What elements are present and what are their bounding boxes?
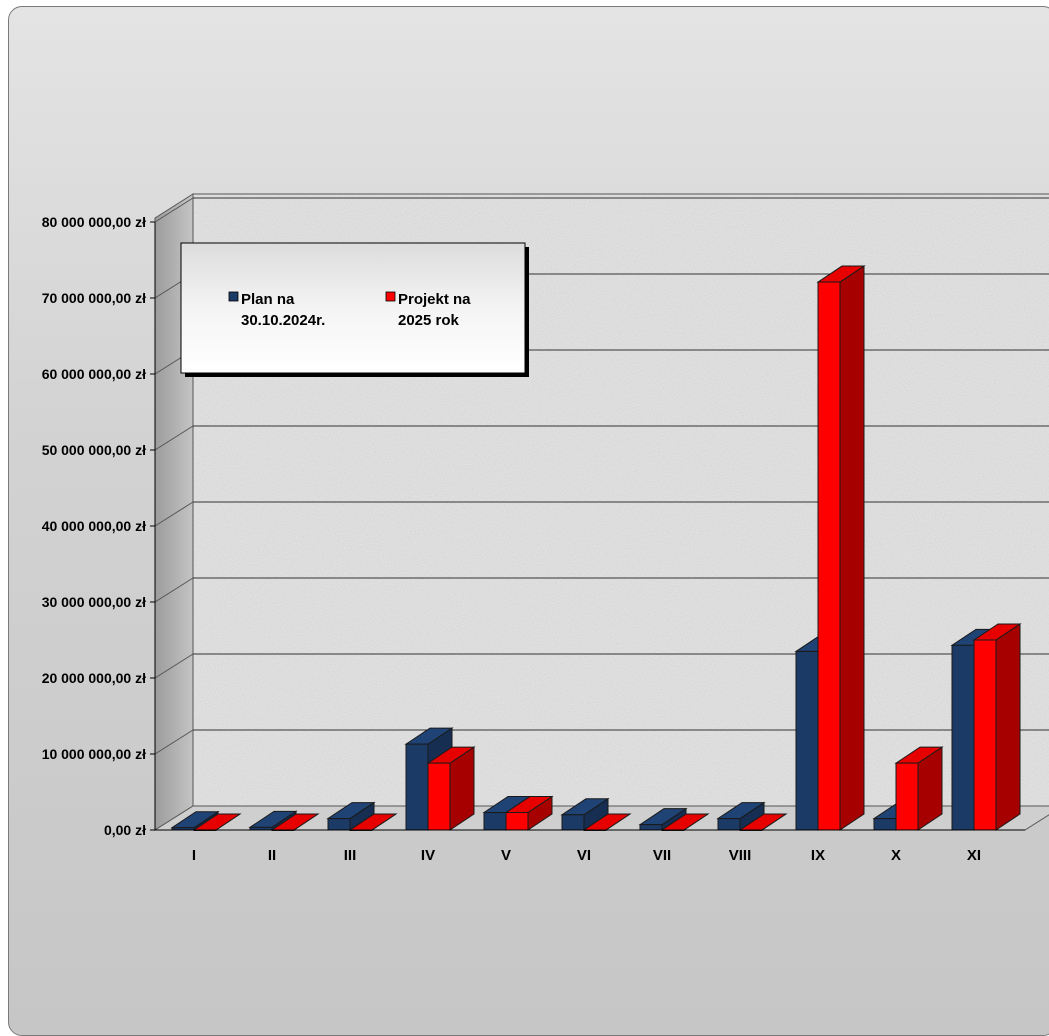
bar-front xyxy=(483,812,507,831)
y-tick-label: 60 000 000,00 zł xyxy=(42,366,146,382)
bar-front xyxy=(817,281,841,831)
legend-swatch-projekt xyxy=(385,291,396,302)
x-tick-label: I xyxy=(192,847,196,864)
bar-plan-III xyxy=(326,801,376,831)
bar-front xyxy=(795,650,819,831)
y-tick-label: 20 000 000,00 zł xyxy=(42,670,146,686)
x-tick-label: VI xyxy=(577,847,591,864)
y-tick-label: 70 000 000,00 zł xyxy=(42,290,146,306)
y-tick-label: 80 000 000,00 zł xyxy=(42,214,146,230)
bar-front xyxy=(951,644,975,831)
y-tick-label: 30 000 000,00 zł xyxy=(42,594,146,610)
bar-front xyxy=(717,818,741,831)
x-tick-label: III xyxy=(344,847,357,864)
bar-front xyxy=(561,814,585,831)
gridline-side xyxy=(154,501,194,527)
bar-projekt-V xyxy=(504,795,554,831)
x-tick-label: V xyxy=(501,847,511,864)
y-axis: 0,00 zł 10 000 000,00 zł 20 000 000,00 zł 3… xyxy=(42,214,156,838)
x-tick-label: XI xyxy=(967,847,981,864)
x-tick-label: VII xyxy=(653,847,671,864)
bar-projekt-IX xyxy=(816,265,866,831)
legend-label-plan-line2: 30.10.2024r. xyxy=(241,312,325,329)
bar-front xyxy=(427,762,451,831)
bar-front xyxy=(405,743,429,831)
gridline-side xyxy=(154,197,194,223)
bar-front xyxy=(973,639,997,831)
legend-label-plan-line1: Plan na xyxy=(241,291,295,308)
gridline-side xyxy=(154,425,194,451)
x-axis: I II III IV V VI VII VIII IX X XI xyxy=(155,829,1025,864)
bars xyxy=(170,265,1022,831)
legend-item-plan: Plan na 30.10.2024r. xyxy=(228,291,325,329)
bar-front xyxy=(639,824,663,831)
legend-label-projekt-line2: 2025 rok xyxy=(398,312,460,329)
gridline-side xyxy=(154,577,194,603)
gridline-side xyxy=(154,653,194,679)
y-tick-label: 50 000 000,00 zł xyxy=(42,442,146,458)
bar-projekt-IV xyxy=(426,746,476,831)
bar-side xyxy=(995,623,1021,831)
bar-side xyxy=(839,265,865,831)
x-tick-label: X xyxy=(891,847,901,864)
x-tick-label: VIII xyxy=(729,847,752,864)
y-tick-label: 0,00 zł xyxy=(104,822,146,838)
legend-label-projekt-line1: Projekt na xyxy=(398,291,471,308)
bar-projekt-X xyxy=(894,746,944,831)
bar-front xyxy=(327,818,351,831)
bar-projekt-XI xyxy=(972,623,1022,831)
legend-item-projekt: Projekt na 2025 rok xyxy=(385,291,471,329)
y-tick-label: 40 000 000,00 zł xyxy=(42,518,146,534)
y-tick-label: 10 000 000,00 zł xyxy=(42,746,146,762)
bar-front xyxy=(505,812,529,831)
x-tick-label: II xyxy=(268,847,276,864)
bar-front xyxy=(873,818,897,831)
gridline-side xyxy=(154,729,194,755)
legend-swatch-plan xyxy=(228,291,239,302)
x-tick-label: IX xyxy=(811,847,825,864)
x-tick-label: IV xyxy=(421,847,435,864)
bar-front xyxy=(895,762,919,831)
legend: Plan na 30.10.2024r. Projekt na 2025 rok xyxy=(180,242,529,377)
